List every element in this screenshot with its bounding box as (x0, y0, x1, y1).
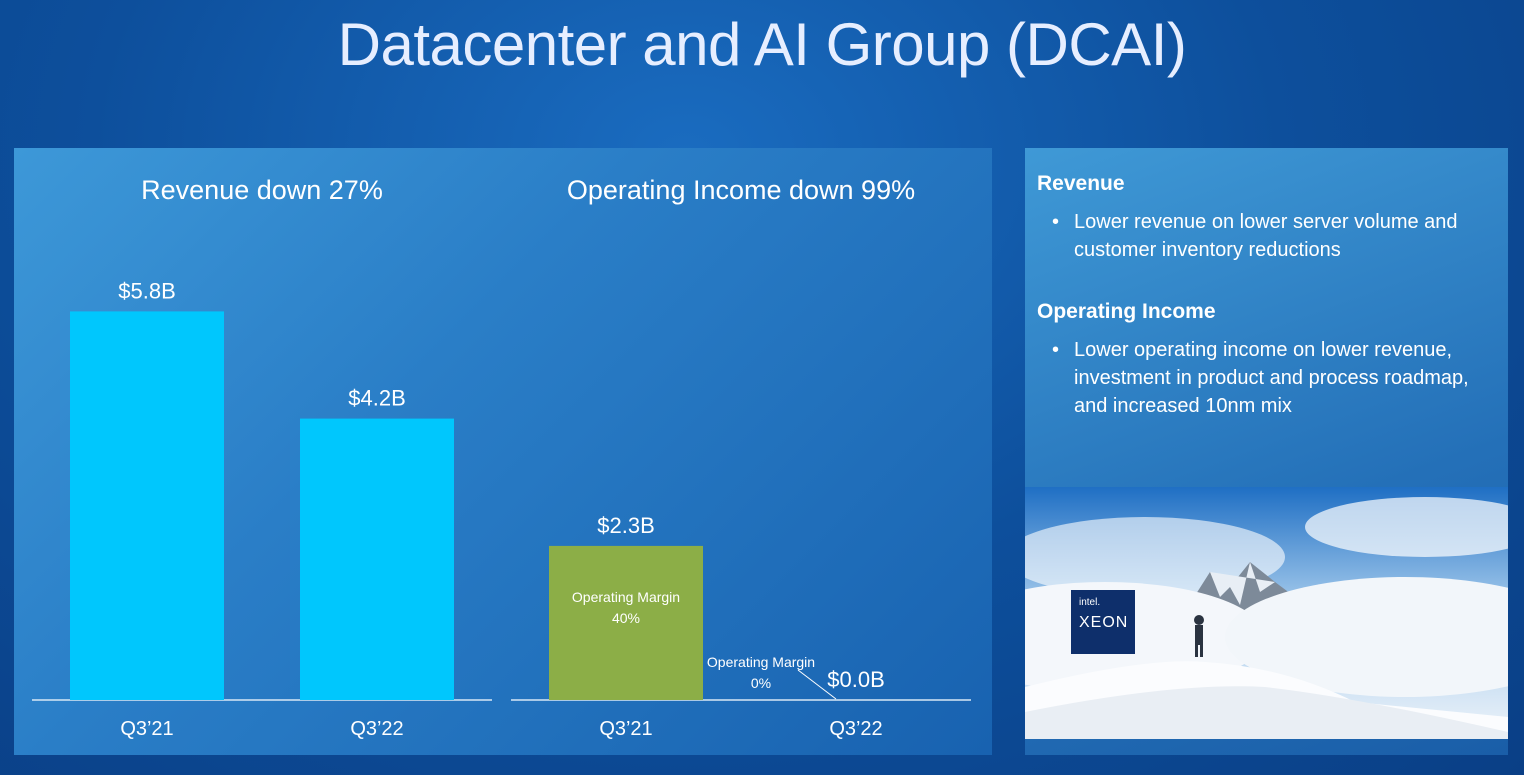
note-pointer (797, 669, 837, 700)
value-label: $2.3B (597, 513, 655, 538)
xeon-photo: intel. XEON (1025, 487, 1508, 739)
x-tick-label: Q3’22 (829, 718, 882, 740)
bullet: Lower operating income on lower revenue,… (1052, 336, 1499, 420)
chart-title: Operating Income down 99% (567, 175, 915, 205)
bullet: Lower revenue on lower server volume and… (1052, 208, 1499, 264)
side-panel: Revenue Lower revenue on lower server vol… (1025, 148, 1508, 755)
x-tick-label: Q3’21 (120, 718, 173, 740)
logo-product: XEON (1079, 614, 1128, 631)
value-label: $0.0B (827, 667, 885, 692)
x-tick-label: Q3’22 (350, 718, 403, 740)
bar-note: Operating Margin 0% (706, 654, 816, 691)
bar-note: Operating Margin 40% (571, 588, 681, 626)
chart-title: Revenue down 27% (141, 175, 383, 205)
value-label: $5.8B (118, 278, 176, 303)
section-heading: Revenue (1037, 172, 1125, 195)
bar (549, 545, 703, 700)
section-heading: Operating Income (1037, 300, 1216, 323)
slide-title: Datacenter and AI Group (DCAI) (337, 11, 1187, 78)
bar (300, 418, 454, 700)
x-tick-label: Q3’21 (599, 718, 652, 740)
logo-brand: intel. (1079, 597, 1100, 608)
bar (70, 311, 224, 700)
value-label: $4.2B (348, 386, 406, 411)
